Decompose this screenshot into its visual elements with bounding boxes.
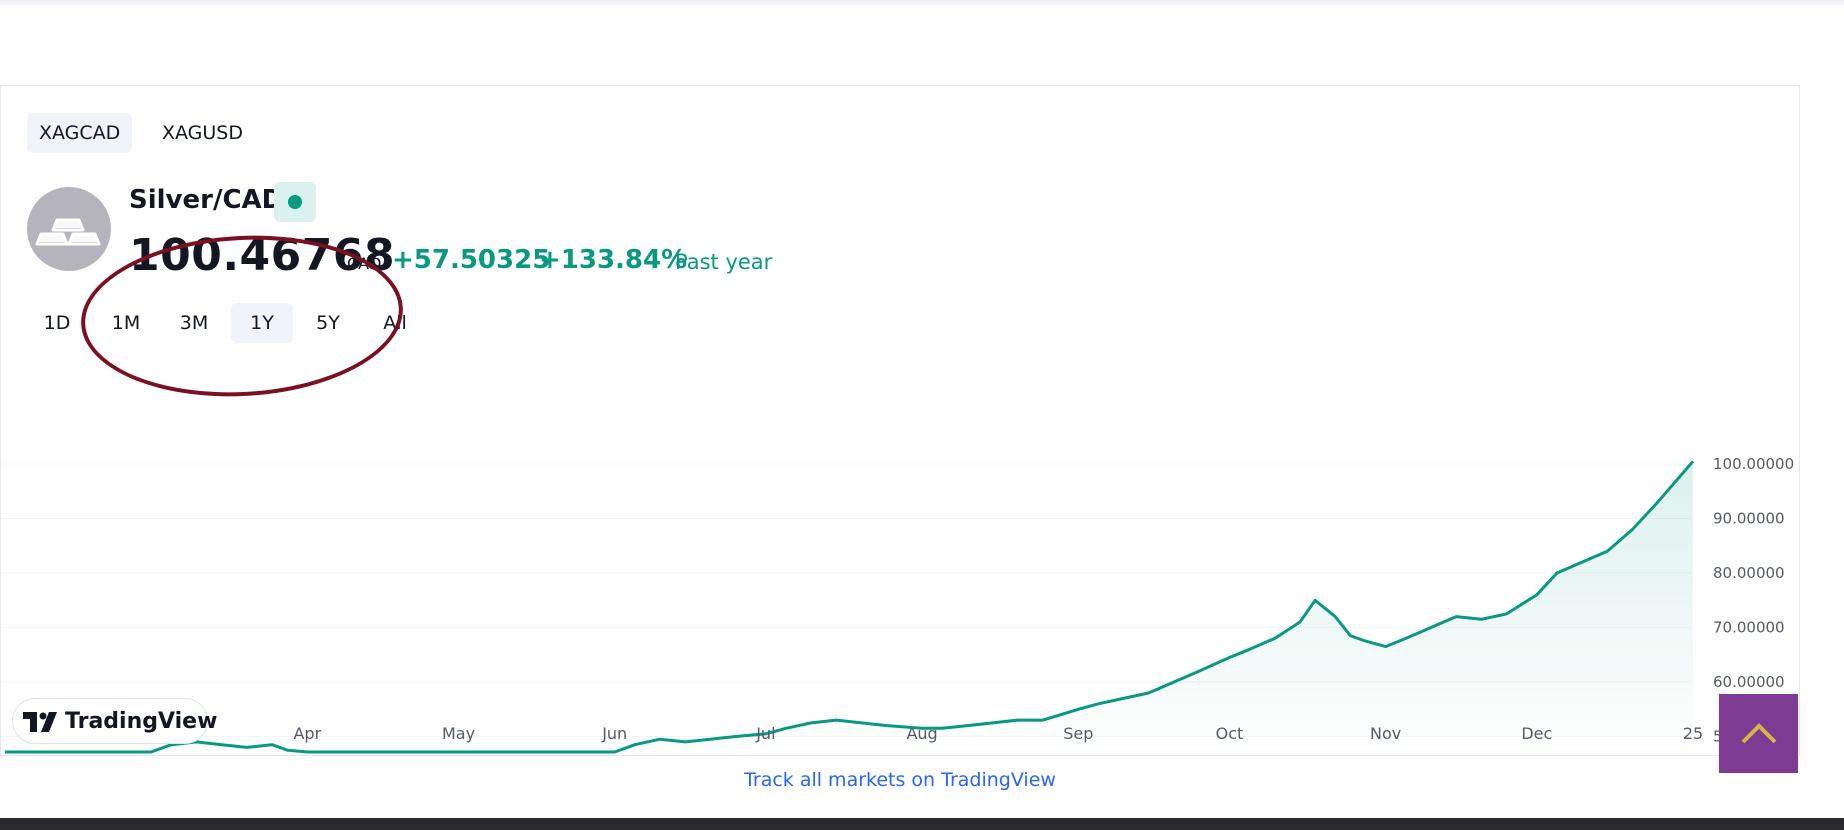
x-tick-label: Aug: [906, 724, 937, 743]
symbol-tab-xagusd[interactable]: XAGUSD: [162, 122, 244, 144]
y-tick-label: 100.00000: [1713, 456, 1794, 473]
price-change-percent: +133.84%: [539, 245, 688, 275]
y-tick-label: 90.00000: [1713, 510, 1785, 528]
current-price: 100.46768: [129, 230, 396, 281]
live-status-dot: [288, 195, 302, 209]
x-tick-label: Oct: [1216, 724, 1244, 743]
page-top-shadow: [0, 0, 1844, 8]
range-button-all[interactable]: All: [383, 312, 407, 334]
tradingview-logo-icon: [23, 712, 57, 732]
symbol-overview-widget: XAGCAD XAGUSD Silver/CAD 100.46768 CAD +…: [0, 85, 1800, 756]
y-tick-label: 60.00000: [1713, 673, 1785, 691]
scroll-to-top-button[interactable]: [1719, 694, 1798, 773]
price-change-absolute: +57.50325: [392, 245, 551, 275]
chevron-up-icon: [1741, 723, 1777, 744]
range-button-1d[interactable]: 1D: [43, 312, 71, 334]
x-tick-label: Jul: [755, 724, 775, 743]
track-all-markets-link[interactable]: Track all markets on TradingView: [744, 769, 1056, 791]
range-button-1y[interactable]: 1Y: [231, 303, 293, 343]
price-area-fill: [5, 461, 1693, 756]
x-tick-label: Dec: [1521, 724, 1552, 743]
y-tick-label: 80.00000: [1713, 564, 1785, 582]
chart-gridlines: [1, 463, 1691, 737]
x-tick-label: May: [442, 724, 475, 743]
symbol-tab-xagcad[interactable]: XAGCAD: [27, 113, 133, 153]
range-button-5y[interactable]: 5Y: [316, 312, 340, 334]
change-period-label: Past year: [675, 250, 773, 274]
price-currency: CAD: [347, 254, 382, 273]
x-tick-label: 25: [1683, 724, 1703, 743]
x-tick-label: Nov: [1370, 724, 1401, 743]
tradingview-brand-name: TradingView: [65, 709, 218, 734]
live-status-icon: [274, 182, 316, 222]
y-tick-label: 70.00000: [1713, 619, 1785, 637]
tradingview-badge[interactable]: TradingView: [12, 698, 217, 744]
price-area-chart[interactable]: 50.0000060.0000070.0000080.0000090.00000…: [1, 456, 1799, 756]
x-tick-label: Apr: [293, 724, 321, 743]
range-button-1m[interactable]: 1M: [111, 312, 141, 334]
x-tick-label: Sep: [1063, 724, 1093, 743]
range-button-3m[interactable]: 3M: [179, 312, 209, 334]
silver-bars-icon: [27, 187, 111, 271]
instrument-name: Silver/CAD: [129, 185, 284, 215]
price-line: [5, 460, 1695, 754]
x-tick-label: Jun: [601, 724, 627, 743]
x-axis-labels: MarAprMayJunJulAugSepOctNovDec25: [136, 724, 1703, 743]
page-bottom-bar: [0, 818, 1844, 830]
